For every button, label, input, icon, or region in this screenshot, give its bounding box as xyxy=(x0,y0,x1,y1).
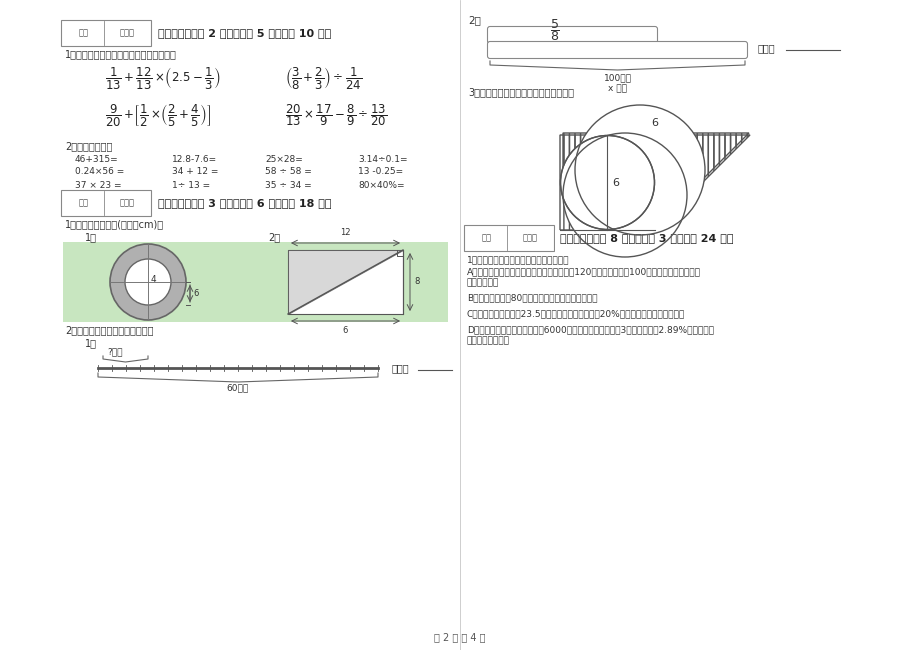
Text: 6: 6 xyxy=(193,289,199,298)
Text: 1、: 1、 xyxy=(85,338,96,348)
Text: $\left(\dfrac{3}{8}+\dfrac{2}{3}\right)\div\dfrac{1}{24}$: $\left(\dfrac{3}{8}+\dfrac{2}{3}\right)\… xyxy=(285,65,361,91)
Text: 6: 6 xyxy=(651,118,658,128)
Text: 评卷人: 评卷人 xyxy=(119,198,134,207)
Text: 25×28=: 25×28= xyxy=(265,155,302,164)
Text: 评卷人: 评卷人 xyxy=(522,233,537,242)
Text: 12.8-7.6=: 12.8-7.6= xyxy=(172,155,217,164)
Text: 2、看图列算式或方程，不计算：: 2、看图列算式或方程，不计算： xyxy=(65,325,153,335)
Text: 60千克: 60千克 xyxy=(227,384,249,393)
Text: 1、脱式计算，能简便计算的要简便计算。: 1、脱式计算，能简便计算的要简便计算。 xyxy=(65,49,176,59)
Text: A、六一儿童节，同学们做纸花，六年级做了120朵，五年级做了100朵，六年级比五年级多: A、六一儿童节，同学们做纸花，六年级做了120朵，五年级做了100朵，六年级比五… xyxy=(467,268,700,276)
Text: 得分: 得分 xyxy=(481,233,491,242)
Text: 8: 8 xyxy=(414,278,419,287)
Text: 第 2 页 共 4 页: 第 2 页 共 4 页 xyxy=(434,632,485,642)
Text: 3.14÷0.1=: 3.14÷0.1= xyxy=(357,155,407,164)
Text: C、王庄去年总产值为23.5万元，今年比去年增加了20%，今年的产值是多少万元？: C、王庄去年总产值为23.5万元，今年比去年增加了20%，今年的产值是多少万元？ xyxy=(467,309,685,318)
FancyBboxPatch shape xyxy=(463,225,553,251)
Text: 34 + 12 =: 34 + 12 = xyxy=(172,168,218,177)
Circle shape xyxy=(560,135,653,229)
Text: 58 ÷ 58 =: 58 ÷ 58 = xyxy=(265,168,312,177)
Text: 五、综合题（共 3 小题，每题 6 分，共计 18 分）: 五、综合题（共 3 小题，每题 6 分，共计 18 分） xyxy=(158,198,331,208)
Circle shape xyxy=(110,244,186,320)
Polygon shape xyxy=(288,250,403,314)
Text: $\dfrac{9}{20}+\!\left[\dfrac{1}{2}\times\!\left(\dfrac{2}{5}+\dfrac{4}{5}\right: $\dfrac{9}{20}+\!\left[\dfrac{1}{2}\time… xyxy=(105,102,211,128)
Circle shape xyxy=(562,133,686,257)
Text: 6: 6 xyxy=(612,177,618,187)
Text: $\dfrac{5}{8}$: $\dfrac{5}{8}$ xyxy=(550,17,560,43)
Bar xyxy=(288,250,403,314)
Text: 得分: 得分 xyxy=(78,29,88,38)
Bar xyxy=(62,242,448,322)
Text: 3、求阴影部分的面积（单位：厘米）。: 3、求阴影部分的面积（单位：厘米）。 xyxy=(468,87,573,97)
Text: 1、求阴影部分面积(单位：cm)。: 1、求阴影部分面积(单位：cm)。 xyxy=(65,219,164,229)
Text: 37 × 23 =: 37 × 23 = xyxy=(75,181,121,190)
Text: 列式：: 列式： xyxy=(391,363,409,373)
Text: 80×40%=: 80×40%= xyxy=(357,181,404,190)
Text: x 千米: x 千米 xyxy=(607,84,627,94)
Text: 1、下面各题，只列出综合算式，不解答。: 1、下面各题，只列出综合算式，不解答。 xyxy=(467,255,569,265)
Text: 评卷人: 评卷人 xyxy=(119,29,134,38)
Text: 4: 4 xyxy=(151,274,156,283)
Text: $\dfrac{1}{13}+\dfrac{12}{13}\times\!\left(2.5-\dfrac{1}{3}\right)$: $\dfrac{1}{13}+\dfrac{12}{13}\times\!\le… xyxy=(105,65,221,91)
Text: 2、直接写得数。: 2、直接写得数。 xyxy=(65,141,112,151)
FancyBboxPatch shape xyxy=(487,42,746,58)
Text: 13 -0.25=: 13 -0.25= xyxy=(357,168,403,177)
Text: 六、应用题（共 8 小题，每题 3 分，共计 24 分）: 六、应用题（共 8 小题，每题 3 分，共计 24 分） xyxy=(560,233,732,243)
Text: 46+315=: 46+315= xyxy=(75,155,119,164)
Text: 1÷ 13 =: 1÷ 13 = xyxy=(172,181,210,190)
Text: 得分: 得分 xyxy=(78,198,88,207)
Text: 12: 12 xyxy=(340,228,350,237)
Text: 列式：: 列式： xyxy=(757,43,775,53)
Text: D、小林的妈妈在农业银行买了6000元国家建设债券，定期3年，年利率为2.89%，到期能可: D、小林的妈妈在农业银行买了6000元国家建设债券，定期3年，年利率为2.89%… xyxy=(467,326,713,335)
Circle shape xyxy=(574,105,704,235)
Text: 获得利息多少元？: 获得利息多少元？ xyxy=(467,337,509,346)
Text: 1、: 1、 xyxy=(85,232,96,242)
Text: 四、计算题（共 2 小题，每题 5 分，共计 10 分）: 四、计算题（共 2 小题，每题 5 分，共计 10 分） xyxy=(158,28,331,38)
Text: B、六年级有男生80人，比女生多，女生有多少人？: B、六年级有男生80人，比女生多，女生有多少人？ xyxy=(467,294,596,302)
Text: $\dfrac{20}{13}\times\dfrac{17}{9}-\dfrac{8}{9}\div\dfrac{13}{20}$: $\dfrac{20}{13}\times\dfrac{17}{9}-\dfra… xyxy=(285,102,387,128)
Text: 0.24×56 =: 0.24×56 = xyxy=(75,168,124,177)
Text: 2、: 2、 xyxy=(267,232,279,242)
Bar xyxy=(554,230,754,282)
FancyBboxPatch shape xyxy=(61,20,151,46)
FancyBboxPatch shape xyxy=(61,190,151,216)
Text: 100千米: 100千米 xyxy=(603,73,630,83)
FancyBboxPatch shape xyxy=(487,27,657,44)
Text: 6: 6 xyxy=(343,326,347,335)
Text: 2、: 2、 xyxy=(468,15,481,25)
Text: 做百分之几？: 做百分之几？ xyxy=(467,278,499,287)
Text: 35 ÷ 34 =: 35 ÷ 34 = xyxy=(265,181,312,190)
Circle shape xyxy=(125,259,171,305)
Text: ?千克: ?千克 xyxy=(107,348,122,356)
